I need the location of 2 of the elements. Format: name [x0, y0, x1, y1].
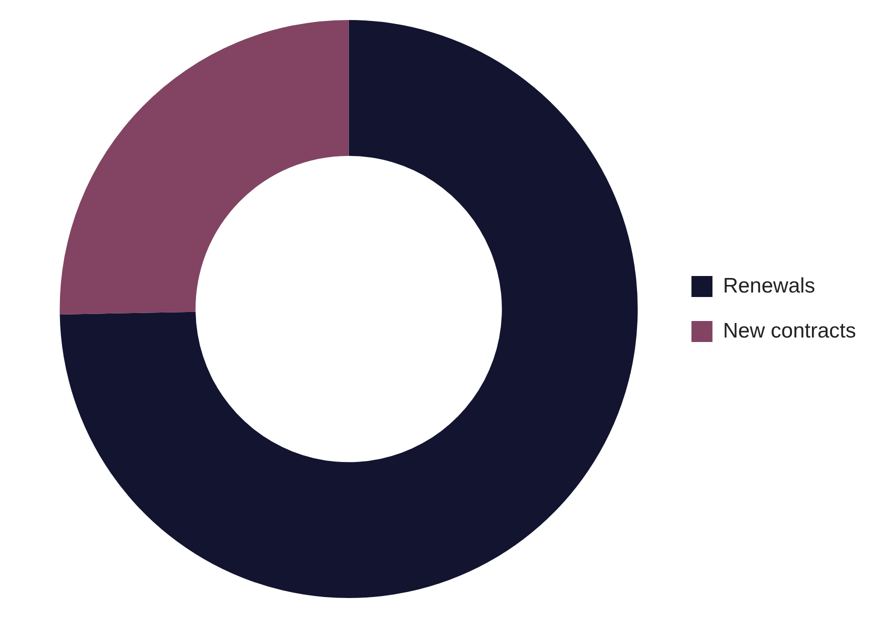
legend-label: New contracts [722, 319, 856, 342]
legend-label: Renewals [722, 274, 816, 298]
